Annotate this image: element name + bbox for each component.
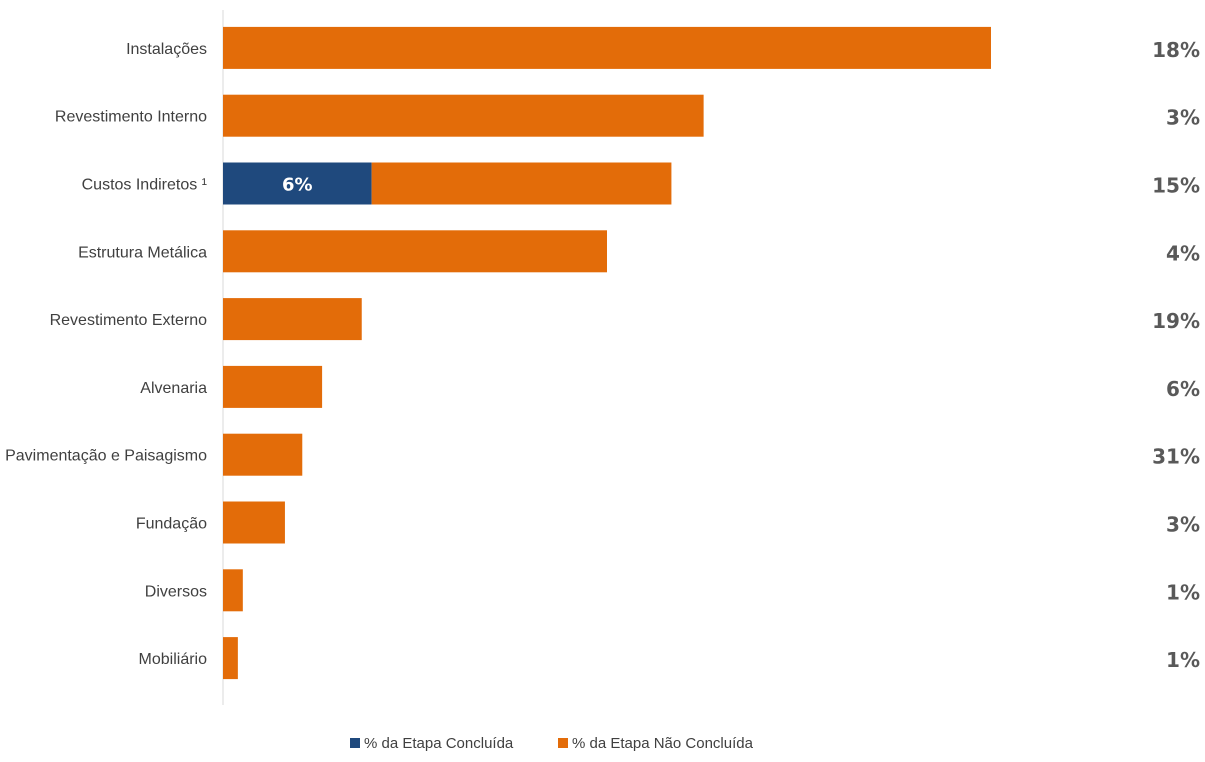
category-label: Custos Indiretos ¹ — [82, 177, 207, 194]
right-percent-label: 1% — [1166, 648, 1200, 672]
category-label: Pavimentação e Paisagismo — [5, 448, 207, 465]
right-percent-label: 31% — [1152, 445, 1200, 469]
bar-nao-concluida — [223, 433, 303, 476]
bar-nao-concluida — [223, 230, 607, 273]
bar-nao-concluida — [371, 162, 672, 205]
bar-value-label: 6% — [282, 175, 313, 196]
category-labels: Instalações Revestimento Interno Custos In… — [5, 41, 207, 668]
legend: % da Etapa Concluída % da Etapa Não Concl… — [350, 735, 754, 752]
legend-label: % da Etapa Não Concluída — [572, 735, 754, 752]
right-percent-label: 3% — [1166, 106, 1200, 130]
category-label: Instalações — [126, 41, 207, 58]
bar-nao-concluida — [223, 298, 362, 341]
legend-label: % da Etapa Concluída — [364, 735, 514, 752]
right-percent-label: 6% — [1166, 377, 1200, 401]
right-percent-labels: 18% 3% 15% 4% 19% 6% 31% 3% 1% 1% — [1152, 38, 1200, 672]
right-percent-label: 3% — [1166, 513, 1200, 537]
right-percent-label: 18% — [1152, 38, 1200, 62]
bar-nao-concluida — [223, 26, 991, 69]
category-label: Diversos — [145, 583, 207, 600]
category-label: Fundação — [136, 516, 207, 533]
category-label: Alvenaria — [140, 380, 207, 397]
right-percent-label: 15% — [1152, 174, 1200, 198]
right-percent-label: 1% — [1166, 580, 1200, 604]
legend-swatch — [350, 738, 360, 748]
bar-concluida — [223, 162, 372, 205]
bar-nao-concluida — [223, 94, 704, 137]
bar-nao-concluida — [223, 365, 323, 408]
bar-nao-concluida — [223, 501, 285, 544]
bar-nao-concluida — [223, 569, 243, 612]
category-label: Revestimento Interno — [55, 109, 207, 126]
category-label: Estrutura Metálica — [78, 244, 207, 261]
category-label: Revestimento Externo — [50, 312, 208, 329]
bar-nao-concluida — [223, 637, 238, 680]
right-percent-label: 19% — [1152, 309, 1200, 333]
legend-swatch — [558, 738, 568, 748]
bars-group: 6% — [223, 26, 991, 680]
category-label: Mobiliário — [139, 651, 208, 668]
right-percent-label: 4% — [1166, 241, 1200, 265]
